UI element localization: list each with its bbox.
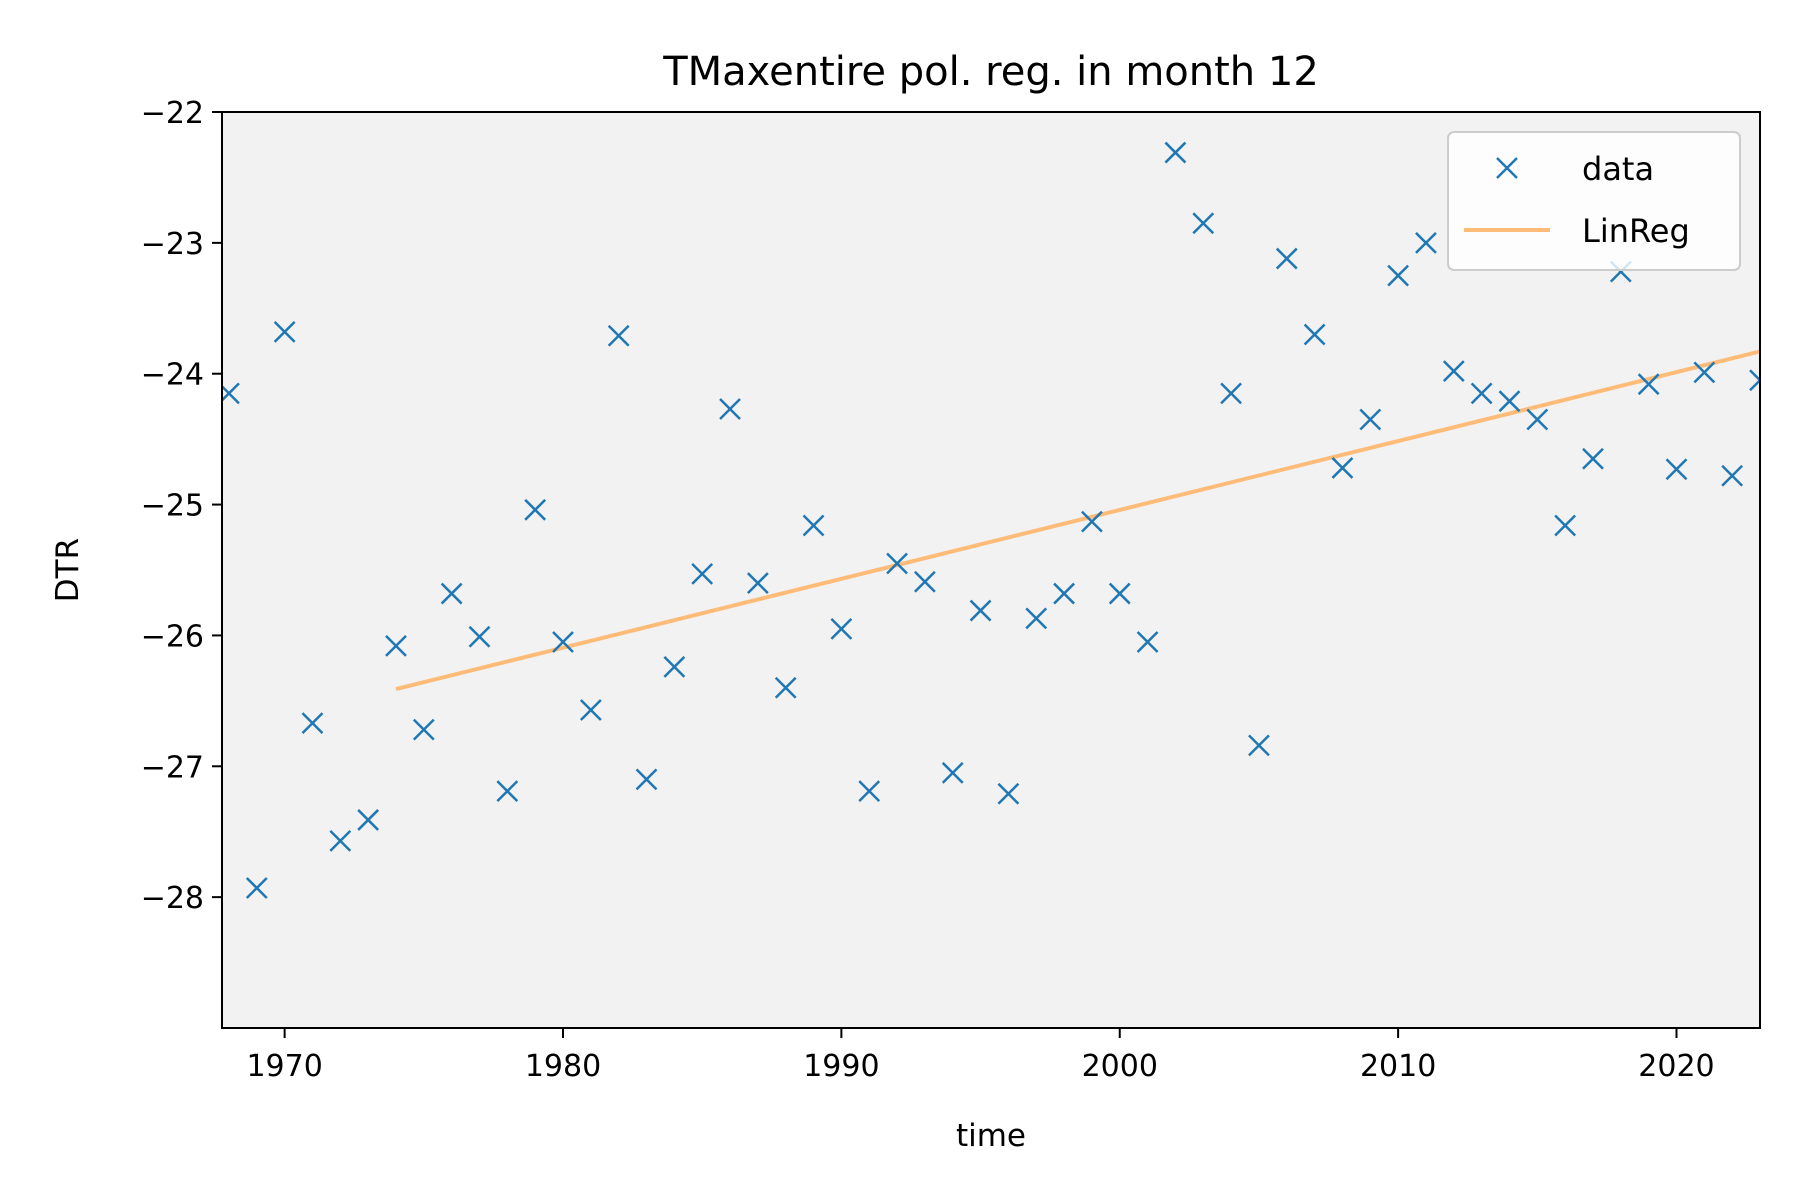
x-tick-label: 2000	[1082, 1049, 1158, 1084]
data-point	[941, 761, 964, 784]
data-point	[1192, 212, 1215, 235]
chart-title: TMaxentire pol. reg. in month 12	[662, 49, 1319, 95]
x-axis-label: time	[956, 1118, 1026, 1154]
x-tick-label: 1970	[246, 1049, 322, 1084]
data-point	[468, 625, 491, 648]
data-point	[1526, 408, 1549, 431]
data-point	[746, 572, 769, 594]
data-point	[1164, 141, 1187, 164]
data-point	[774, 676, 797, 699]
data-point	[496, 780, 519, 803]
data-point	[357, 809, 380, 831]
data-point	[914, 570, 936, 593]
x-tick-label: 1990	[803, 1049, 879, 1084]
data-point	[1637, 373, 1660, 396]
data-point	[301, 712, 324, 734]
data-point	[1554, 514, 1577, 537]
x-tick-label: 2010	[1360, 1049, 1436, 1084]
y-tick-label: −27	[141, 750, 204, 785]
plot-frame	[221, 111, 1761, 1029]
data-point	[997, 782, 1020, 805]
data-point	[1749, 369, 1760, 392]
legend: data LinReg	[1447, 131, 1741, 271]
data-point	[1220, 382, 1242, 405]
data-point	[663, 655, 686, 678]
data-point	[412, 718, 435, 741]
legend-label-data: data	[1582, 150, 1654, 188]
y-tick-label: −26	[141, 619, 204, 654]
data-point	[691, 563, 714, 585]
data-point	[245, 877, 268, 899]
data-point	[329, 829, 352, 852]
data-point	[1498, 390, 1521, 413]
regression-layer	[395, 349, 1761, 692]
data-point	[886, 552, 908, 575]
data-point	[1415, 231, 1437, 254]
data-point	[719, 398, 741, 420]
data-point	[1331, 457, 1354, 479]
data-point	[1442, 360, 1465, 382]
data-point	[802, 514, 825, 537]
data-point	[1136, 631, 1159, 653]
data-points-layer	[222, 141, 1760, 899]
data-point	[1053, 582, 1075, 605]
legend-box	[1447, 131, 1741, 271]
data-point	[524, 498, 547, 521]
data-point	[1693, 361, 1716, 384]
data-point	[385, 635, 407, 657]
y-axis-label: DTR	[50, 538, 86, 602]
legend-marker-data	[1496, 157, 1518, 179]
data-point	[1582, 447, 1604, 470]
y-tick-label: −23	[141, 227, 204, 262]
data-point	[1359, 408, 1382, 431]
x-tick-label: 2020	[1638, 1049, 1714, 1084]
data-point	[440, 582, 463, 605]
y-axis: −28 −27 −26 −25 −24 −23 −22	[141, 96, 222, 916]
data-point	[1025, 607, 1048, 630]
data-point	[1303, 323, 1326, 346]
x-axis: 1970 1980 1990 2000 2010 2020	[246, 1028, 1715, 1084]
y-tick-label: −28	[141, 881, 204, 916]
data-point	[1665, 458, 1688, 481]
data-point	[273, 320, 296, 343]
data-point	[635, 768, 658, 791]
data-point	[1721, 464, 1744, 487]
data-point	[579, 699, 602, 721]
data-point	[1081, 510, 1103, 533]
data-point	[1387, 264, 1410, 287]
y-tick-label: −25	[141, 489, 204, 524]
data-point	[830, 618, 853, 640]
data-point	[969, 599, 992, 622]
data-point	[858, 780, 881, 803]
legend-x-marker	[1496, 157, 1518, 179]
x-tick-label: 1980	[525, 1049, 601, 1084]
regression-line	[395, 349, 1761, 692]
data-point	[1248, 734, 1270, 757]
data-point	[1470, 382, 1493, 405]
data-point	[552, 631, 574, 653]
data-point	[1275, 247, 1298, 270]
y-tick-label: −24	[141, 358, 204, 393]
legend-label-linreg: LinReg	[1582, 212, 1690, 250]
y-tick-label: −22	[141, 96, 204, 131]
data-point	[607, 324, 630, 347]
data-point	[1108, 582, 1131, 605]
